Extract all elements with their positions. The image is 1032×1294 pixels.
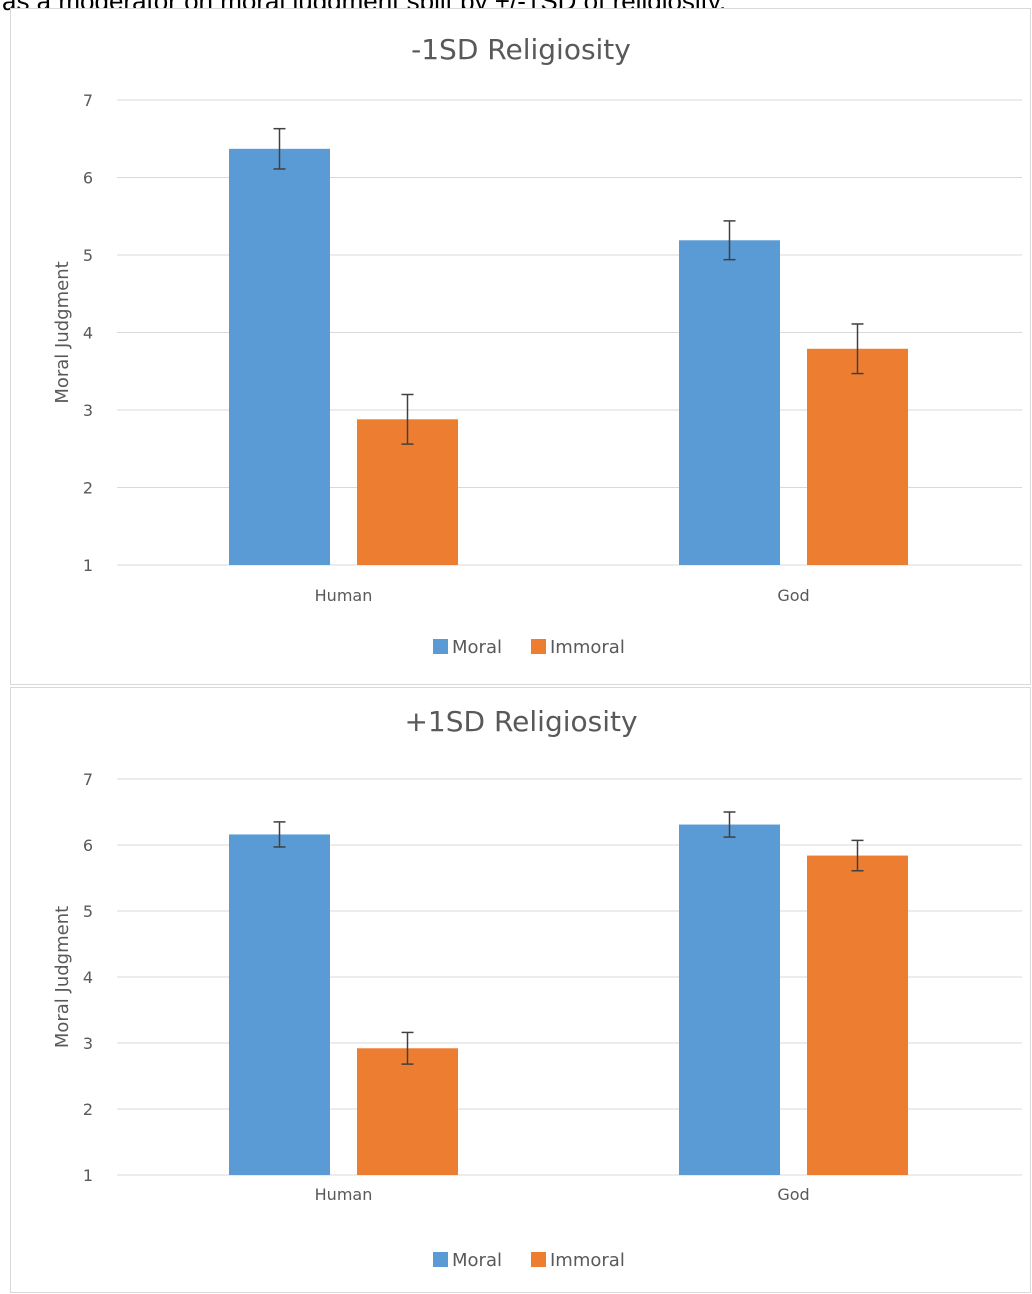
y-tick-label: 1 [83,1166,93,1185]
y-tick-label: 2 [83,1100,93,1119]
y-tick-label: 6 [83,836,93,855]
x-category-label: God [777,586,809,605]
bar-moral-god [679,240,780,565]
error-bar-immoral-human [401,393,414,445]
x-category-label: Human [315,1185,373,1204]
legend-swatch-moral [433,1252,448,1267]
y-tick-label: 6 [83,169,93,188]
y-tick-label: 3 [83,401,93,420]
error-bar-moral-human [273,127,286,170]
bar-immoral-god [807,348,908,565]
legend-swatch-immoral [531,639,546,654]
y-tick-label: 4 [83,324,93,343]
y-tick-label: 5 [83,902,93,921]
legend: Moral Immoral [433,1250,625,1271]
legend-label-moral: Moral [452,1250,502,1271]
x-category-label: Human [315,586,373,605]
y-tick-label: 5 [83,246,93,265]
chart-title: +1SD Religiosity [404,705,637,738]
bar-chart-minus-1sd: -1SD Religiosity Moral Judgment 1 2 3 4 5 6 7 Hum… [52,33,1022,658]
y-axis-title: Moral Judgment [52,261,73,403]
error-bar-immoral-human [401,1031,414,1065]
x-category-label: God [777,1185,809,1204]
legend-label-immoral: Immoral [550,1250,625,1271]
y-tick-label: 4 [83,968,93,987]
error-bar-moral-god [723,811,736,838]
legend-label-immoral: Immoral [550,637,625,658]
error-bar-immoral-god [851,839,864,872]
y-tick-label: 2 [83,479,93,498]
bar-moral-human [229,148,330,565]
y-axis-title: Moral Judgment [52,906,73,1048]
error-bar-immoral-god [851,323,864,375]
legend-label-moral: Moral [452,637,502,658]
y-tick-label: 7 [83,770,93,789]
bar-moral-human [229,834,330,1175]
chart-title: -1SD Religiosity [411,33,631,66]
y-tick-label: 3 [83,1034,93,1053]
y-tick-label: 7 [83,91,93,110]
bar-moral-god [679,824,780,1175]
y-tick-label: 1 [83,556,93,575]
error-bar-moral-human [273,821,286,848]
chart-panel-minus-1sd: -1SD Religiosity Moral Judgment 1 2 3 4 5 6 7 Hum… [10,8,1031,685]
legend-swatch-immoral [531,1252,546,1267]
bar-immoral-human [357,1048,458,1175]
chart-panel-plus-1sd: +1SD Religiosity Moral Judgment 1 2 3 4 5 6 7 Hum… [10,687,1031,1293]
legend-swatch-moral [433,639,448,654]
bar-chart-plus-1sd: +1SD Religiosity Moral Judgment 1 2 3 4 5 6 7 Hum… [52,705,1022,1271]
legend: Moral Immoral [433,637,625,658]
error-bar-moral-god [723,220,736,261]
bar-immoral-god [807,855,908,1175]
